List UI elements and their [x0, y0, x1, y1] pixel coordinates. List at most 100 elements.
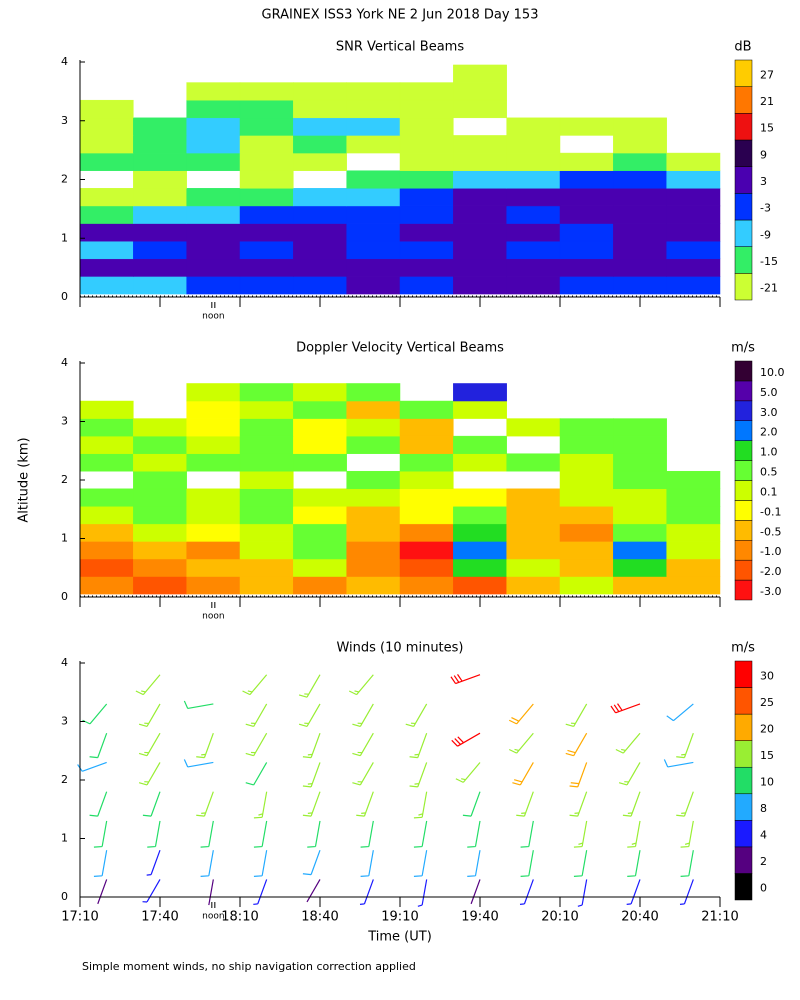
heatmap-cell: [239, 576, 294, 595]
wind-barb: [413, 791, 428, 819]
colorbar-swatch: [734, 579, 753, 601]
wind-barb: [135, 674, 161, 696]
heatmap-cell: [453, 558, 507, 577]
heatmap-cell: [79, 453, 134, 472]
colorbar-swatch: [734, 559, 753, 581]
heatmap-cell: [453, 276, 507, 295]
heatmap-cell: [506, 541, 561, 560]
wind-barb: [302, 791, 321, 817]
colorbar-swatch: [734, 86, 753, 114]
heatmap-cell: [239, 558, 294, 577]
wind-barb: [200, 820, 214, 848]
colorbar-label: m/s: [731, 641, 755, 656]
y-tick-label: 4: [61, 55, 68, 68]
heatmap-cell: [293, 488, 347, 507]
heatmap-cell: [239, 258, 294, 277]
heatmap-cell: [133, 470, 187, 490]
heatmap-cell: [453, 135, 507, 154]
colorbar-tick-label: 0: [760, 882, 767, 895]
heatmap-cell: [666, 223, 721, 242]
heatmap-cell: [399, 276, 454, 295]
heatmap-cell: [133, 576, 187, 595]
colorbar-swatch: [734, 273, 753, 301]
wind-barb: [627, 850, 641, 877]
wind-barb: [577, 879, 588, 907]
heatmap-cell: [453, 223, 507, 242]
heatmap-cell: [186, 240, 241, 260]
heatmap-cell: [613, 188, 667, 207]
heatmap-cell: [506, 135, 561, 154]
x-tick-label: 17:10: [61, 910, 98, 925]
heatmap-cell: [79, 400, 134, 419]
wind-barb: [89, 732, 108, 759]
heatmap-cell: [239, 188, 294, 207]
heatmap-cell: [453, 453, 507, 472]
heatmap-cell: [79, 435, 134, 454]
colorbar-tick-label: 0.5: [760, 466, 778, 479]
heatmap-cell: [399, 117, 454, 136]
wind-barb: [409, 732, 428, 759]
colorbar-tick-label: -9: [760, 228, 771, 241]
colorbar-swatch: [734, 219, 753, 247]
heatmap-cell: [346, 576, 401, 595]
heatmap-cell: [506, 258, 561, 277]
heatmap-cell: [346, 135, 401, 154]
heatmap-cell: [133, 418, 187, 437]
wind-barb: [508, 703, 534, 725]
heatmap-cell: [293, 258, 347, 277]
heatmap-cell: [239, 82, 294, 101]
heatmap-cell: [506, 205, 561, 224]
y-tick-label: 2: [61, 473, 68, 486]
colorbar-swatch: [734, 540, 753, 561]
y-tick-label: 2: [61, 173, 68, 186]
heatmap-cell: [399, 82, 454, 101]
wind-barb: [93, 850, 108, 877]
heatmap-cell: [239, 170, 294, 189]
heatmap-cell: [453, 400, 507, 419]
heatmap-cell: [186, 135, 241, 154]
panel-title: SNR Vertical Beams: [336, 40, 464, 55]
wind-barb: [508, 732, 534, 754]
heatmap-cell: [79, 135, 134, 154]
heatmap-cell: [293, 558, 347, 577]
wind-barb: [610, 703, 641, 714]
heatmap-cell: [613, 223, 667, 242]
colorbar-swatch: [734, 480, 753, 501]
wind-barb: [147, 820, 161, 848]
wind-barb: [142, 791, 161, 817]
heatmap-cell: [293, 523, 347, 542]
heatmap-cell: [239, 488, 294, 507]
heatmap-cell: [133, 488, 187, 507]
wind-barb: [298, 703, 321, 728]
heatmap-cell: [186, 435, 241, 454]
heatmap-cell: [346, 558, 401, 577]
heatmap-cell: [186, 541, 241, 560]
heatmap-cell: [399, 240, 454, 260]
wind-barb: [138, 703, 161, 728]
heatmap-cell: [559, 418, 614, 437]
wind-barb: [245, 703, 268, 728]
heatmap-cell: [399, 205, 454, 224]
heatmap-cell: [239, 453, 294, 472]
heatmap-cell: [506, 453, 561, 472]
colorbar-tick-label: 3: [760, 175, 767, 188]
wind-barb: [405, 703, 428, 728]
heatmap-cell: [613, 470, 667, 490]
heatmap-cell: [666, 506, 721, 525]
heatmap-cell: [186, 558, 241, 577]
colorbar-tick-label: 15: [760, 749, 774, 762]
wind-barb: [565, 703, 588, 728]
heatmap-cell: [186, 223, 241, 242]
heatmap-cell: [666, 276, 721, 295]
heatmap-cell: [186, 188, 241, 207]
heatmap-cell: [79, 258, 134, 277]
heatmap-cell: [79, 240, 134, 260]
colorbar-swatch: [734, 793, 753, 821]
wind-barb: [573, 820, 588, 848]
heatmap-cell: [666, 188, 721, 207]
heatmap-cell: [346, 205, 401, 224]
wind-barb: [470, 879, 481, 905]
wind-barb: [615, 732, 641, 754]
heatmap-cell: [506, 117, 561, 136]
wind-barb: [409, 762, 428, 788]
